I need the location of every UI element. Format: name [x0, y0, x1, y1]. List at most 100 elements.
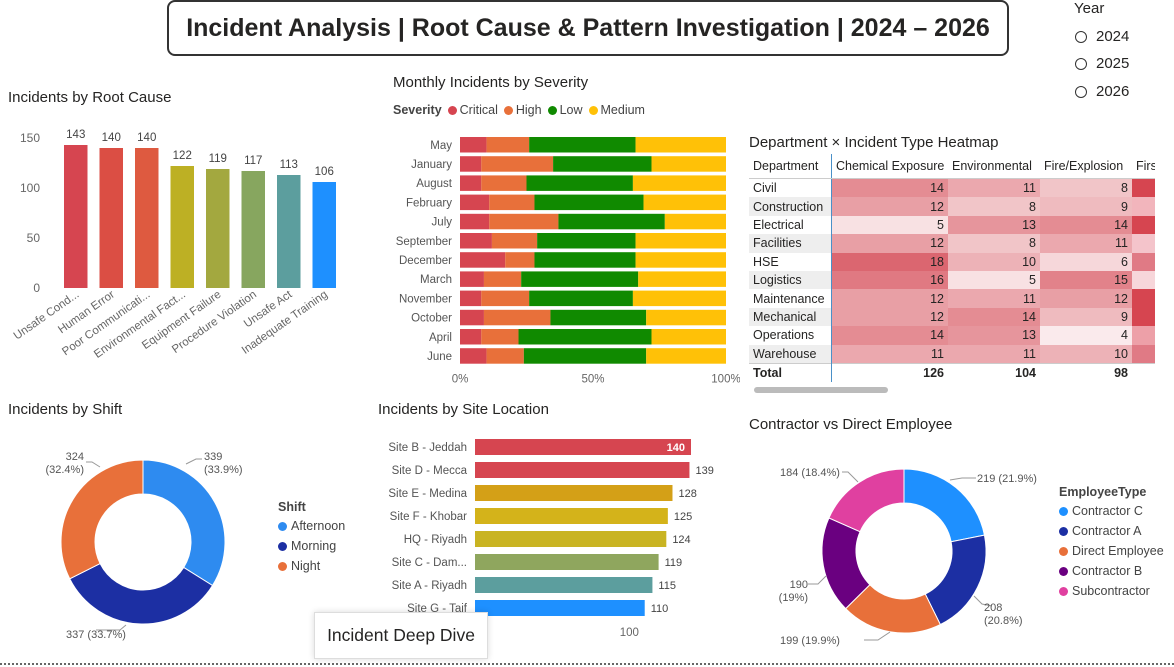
bar — [475, 600, 645, 616]
stacked-bar-segment — [505, 252, 535, 268]
bar — [475, 577, 653, 593]
heatmap-row[interactable]: Civil 14 11 8 — [749, 178, 1155, 198]
data-label: 117 — [244, 155, 262, 167]
legend-marker-icon — [1059, 546, 1068, 556]
stacked-bar-segment — [664, 213, 726, 230]
donut-slice — [60, 459, 144, 580]
severity-chart-title: Monthly Incidents by Severity — [393, 74, 589, 91]
heatmap-row[interactable]: Electrical 5 13 14 — [749, 215, 1155, 235]
legend-afternoon[interactable]: Afternoon — [278, 519, 345, 533]
legend-label: Subcontractor — [1072, 584, 1150, 598]
legend-morning[interactable]: Morning — [278, 539, 345, 553]
heatmap-value-cell: 14 — [1040, 215, 1132, 235]
heatmap-row[interactable]: Mechanical 12 14 9 — [749, 307, 1155, 327]
legend-marker-icon — [1059, 586, 1068, 596]
heatmap-department-cell: Operations — [749, 326, 832, 345]
stacked-bar-segment — [635, 233, 726, 249]
data-label: (32.4%) — [45, 464, 84, 476]
stacked-bar-segment — [481, 329, 519, 345]
employee-legend-title: EmployeeType — [1059, 485, 1147, 499]
bar — [312, 182, 336, 288]
stacked-bar-segment — [460, 233, 492, 249]
legend-contractor-a[interactable]: Contractor A — [1059, 524, 1164, 538]
heatmap-value-cell: 12 — [831, 307, 948, 327]
page-title: Incident Analysis | Root Cause & Pattern… — [167, 0, 1009, 56]
y-tick-label: Site D - Mecca — [392, 465, 468, 477]
page-tab-incident-deep-dive[interactable]: Incident Deep Dive — [314, 612, 488, 659]
heatmap-row[interactable]: Maintenance 12 11 12 — [749, 289, 1155, 308]
stacked-bar-segment — [638, 271, 726, 287]
legend-critical[interactable]: Critical — [459, 103, 498, 117]
heatmap-row[interactable]: Construction 12 8 9 — [749, 197, 1155, 216]
heatmap-row[interactable]: Facilities 12 8 11 — [749, 234, 1155, 253]
heatmap-value-cell: 11 — [948, 178, 1040, 198]
heatmap-department-cell: Electrical — [749, 215, 832, 235]
heatmap-value-cell: 14 — [831, 326, 948, 345]
radio-icon — [1075, 85, 1087, 98]
legend-medium[interactable]: Medium — [600, 103, 645, 117]
heatmap-row[interactable]: HSE 18 10 6 — [749, 252, 1155, 271]
stacked-bar-segment — [460, 175, 482, 191]
data-label: 125 — [674, 511, 692, 523]
legend-low[interactable]: Low — [559, 103, 583, 117]
heatmap-value-cell — [1132, 178, 1155, 198]
employee-chart: 219 (21.9%) 208(20.8%) 199 (19.9%) 190(19%)… — [779, 467, 1037, 647]
heatmap-value-cell: 8 — [1040, 178, 1132, 198]
heatmap-column-header[interactable]: Environmental — [948, 154, 1040, 179]
year-slicer-title: Year — [1074, 0, 1105, 17]
heatmap-value-cell: 8 — [948, 197, 1040, 216]
legend-contractor-c[interactable]: Contractor C — [1059, 504, 1164, 518]
data-label: 208 — [984, 602, 1002, 614]
year-option-2026[interactable]: 2026 — [1075, 83, 1129, 100]
legend-label: Contractor A — [1072, 524, 1142, 538]
heatmap-column-header[interactable]: Department — [749, 154, 832, 179]
bar — [99, 148, 123, 288]
heatmap-department-cell: Civil — [749, 178, 832, 198]
stacked-bar-segment — [460, 290, 482, 307]
heatmap-scrollbar[interactable] — [754, 387, 888, 393]
legend-high[interactable]: High — [515, 103, 542, 117]
legend-marker-icon — [1059, 506, 1068, 516]
stacked-bar-segment — [460, 329, 482, 345]
shift-chart: 339(33.9%) 337 (33.7%) 324(32.4%) — [45, 451, 243, 641]
stacked-bar-segment — [460, 252, 506, 268]
heatmap-department-cell: Warehouse — [749, 344, 832, 364]
legend-label: Night — [291, 559, 321, 573]
heatmap-column-header[interactable]: Fire/Explosion — [1040, 154, 1132, 179]
stacked-bar-segment — [460, 137, 487, 153]
leader-line — [808, 575, 827, 585]
bar — [475, 485, 673, 501]
bar — [135, 148, 159, 288]
year-option-2024[interactable]: 2024 — [1075, 28, 1129, 45]
stacked-bar-segment — [651, 156, 726, 172]
y-tick-label: January — [411, 159, 452, 171]
stacked-bar-segment — [486, 137, 530, 153]
y-tick-label: Site B - Jeddah — [388, 442, 467, 454]
y-tick-label: Site A - Riyadh — [392, 580, 467, 592]
stacked-bar-segment — [481, 290, 530, 307]
legend-night[interactable]: Night — [278, 559, 345, 573]
legend-contractor-b[interactable]: Contractor B — [1059, 564, 1164, 578]
heatmap-table-container: Department Chemical Exposure Environmental… — [749, 154, 1155, 386]
legend-marker-icon — [547, 105, 557, 115]
stacked-bar-segment — [523, 348, 647, 364]
heatmap-row[interactable]: Operations 14 13 4 — [749, 326, 1155, 345]
bar — [475, 462, 690, 478]
heatmap-row[interactable]: Warehouse 11 11 10 — [749, 344, 1155, 364]
stacked-bar-segment — [534, 194, 644, 211]
legend-marker-icon — [503, 105, 513, 115]
legend-direct-employee[interactable]: Direct Employee — [1059, 544, 1164, 558]
year-option-2025[interactable]: 2025 — [1075, 55, 1129, 72]
stacked-bar-segment — [521, 271, 639, 287]
heatmap-column-header[interactable]: Chemical Exposure — [831, 154, 948, 179]
data-label: 106 — [315, 166, 334, 178]
data-label: (33.9%) — [204, 464, 243, 476]
donut-slice — [903, 468, 986, 543]
heatmap-column-header[interactable]: First A — [1132, 154, 1155, 179]
heatmap-row[interactable]: Logistics 16 5 15 — [749, 270, 1155, 290]
y-tick-label: Site F - Khobar — [390, 511, 468, 523]
legend-subcontractor[interactable]: Subcontractor — [1059, 584, 1164, 598]
data-label: 324 — [66, 451, 84, 463]
heatmap-department-cell: Maintenance — [749, 289, 832, 308]
